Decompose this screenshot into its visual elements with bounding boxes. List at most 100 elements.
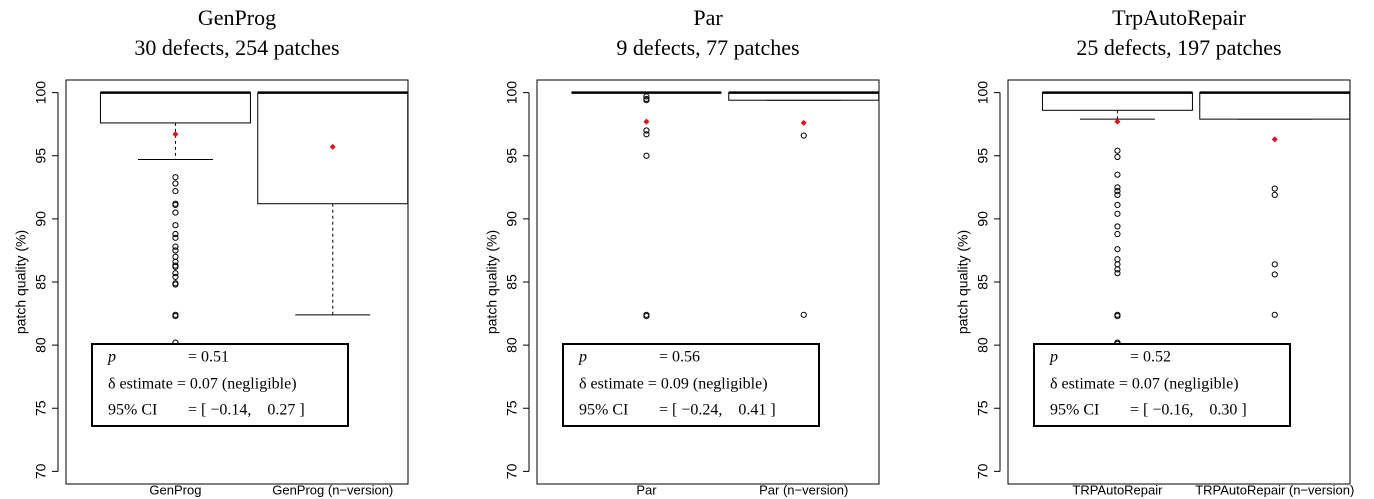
- x-tick-label: TRPAutoRepair: [1072, 482, 1163, 497]
- plot-frame: [1007, 79, 1351, 485]
- y-tick-label: 70: [33, 463, 49, 479]
- outlier: [172, 174, 179, 181]
- chart-subtitle: 9 defects, 77 patches: [616, 35, 799, 60]
- y-tick-label: 85: [33, 274, 49, 290]
- mean: [329, 143, 336, 150]
- panel: GenProg 30 defects, 254 patches patch qual…: [13, 5, 409, 497]
- outlier: [1114, 312, 1121, 320]
- stats-p-value: = 0.51: [188, 349, 229, 366]
- y-axis-label: patch quality (%): [13, 230, 29, 334]
- y-tick-label: 90: [504, 211, 520, 227]
- stats-ci-value: = [ −0.24, 0.41 ]: [659, 402, 776, 419]
- chart-subtitle: 25 defects, 197 patches: [1076, 35, 1281, 60]
- box: [1199, 92, 1351, 120]
- mean: [800, 119, 807, 126]
- y-tick-label: 100: [504, 81, 520, 105]
- stats-box: [562, 343, 820, 427]
- outlier: [1271, 185, 1278, 192]
- stats-box: [91, 343, 349, 427]
- stats-box: [1033, 343, 1291, 427]
- outlier: [1114, 147, 1121, 154]
- outlier: [172, 243, 179, 250]
- stats-delta: δ estimate = 0.07 (negligible): [108, 376, 297, 393]
- chart-title: GenProg: [198, 5, 276, 30]
- outlier: [172, 247, 179, 254]
- y-tick-label: 85: [975, 274, 991, 290]
- y-tick-label: 95: [33, 148, 49, 164]
- stats-p-value: = 0.52: [1130, 349, 1171, 366]
- outlier: [1271, 191, 1278, 198]
- box: [1041, 92, 1193, 111]
- outlier: [172, 209, 179, 216]
- stats-delta: δ estimate = 0.09 (negligible): [579, 376, 768, 393]
- outlier: [1114, 246, 1121, 253]
- panel: TrpAutoRepair 25 defects, 197 patches patc…: [955, 5, 1355, 497]
- x-tick-label: TRPAutoRepair (n−version): [1195, 482, 1354, 497]
- y-tick-label: 75: [33, 400, 49, 416]
- outlier: [172, 270, 179, 277]
- y-tick-label: 95: [975, 148, 991, 164]
- stats-p-label: p: [107, 349, 116, 366]
- y-tick-label: 100: [975, 81, 991, 105]
- stats-ci-label: 95% CI: [1050, 402, 1099, 419]
- outlier: [1114, 256, 1121, 263]
- y-tick-label: 80: [504, 337, 520, 353]
- box: [99, 92, 251, 124]
- y-tick-label: 95: [504, 148, 520, 164]
- x-tick-label: Par (n−version): [759, 482, 848, 497]
- outlier: [643, 93, 650, 100]
- y-tick-label: 70: [975, 463, 991, 479]
- stats-ci-label: 95% CI: [579, 402, 628, 419]
- mean: [1114, 118, 1121, 125]
- outlier: [1114, 184, 1121, 191]
- outlier: [800, 132, 807, 139]
- outlier: [1114, 171, 1121, 178]
- outlier: [172, 263, 179, 270]
- outlier: [643, 152, 650, 159]
- outlier: [800, 311, 807, 318]
- outlier: [1271, 261, 1278, 268]
- y-axis-label: patch quality (%): [484, 230, 500, 334]
- outlier: [172, 230, 179, 238]
- y-axis-label: patch quality (%): [955, 230, 971, 334]
- outlier: [643, 97, 650, 104]
- y-tick-label: 90: [33, 211, 49, 227]
- outlier: [172, 273, 179, 281]
- outlier: [643, 127, 650, 134]
- outlier: [1114, 153, 1121, 161]
- stats-p-label: p: [1049, 349, 1058, 366]
- outlier: [1114, 210, 1121, 217]
- outlier: [1114, 261, 1121, 268]
- y-tick-label: 70: [504, 463, 520, 479]
- outlier: [1271, 271, 1278, 278]
- outlier: [1114, 270, 1121, 277]
- stats-ci-value: = [ −0.14, 0.27 ]: [188, 402, 305, 419]
- outlier: [1271, 311, 1278, 318]
- stats-p-label: p: [578, 349, 587, 366]
- outlier: [172, 201, 179, 209]
- outlier: [172, 180, 179, 187]
- mean: [643, 118, 650, 125]
- y-tick-label: 75: [504, 400, 520, 416]
- outlier: [172, 234, 179, 241]
- outlier: [172, 281, 179, 288]
- x-tick-label: GenProg (n−version): [272, 482, 393, 497]
- stats-ci-value: = [ −0.16, 0.30 ]: [1130, 402, 1247, 419]
- plot-frame: [536, 79, 880, 485]
- outlier: [1114, 230, 1121, 238]
- outlier: [172, 253, 179, 260]
- y-tick-label: 75: [975, 400, 991, 416]
- outlier: [172, 188, 179, 195]
- outlier: [643, 312, 650, 320]
- outlier: [1114, 191, 1121, 198]
- x-tick-label: Par: [636, 482, 657, 497]
- y-tick-label: 80: [975, 337, 991, 353]
- y-tick-label: 90: [975, 211, 991, 227]
- stats-ci-label: 95% CI: [108, 402, 157, 419]
- y-tick-label: 80: [33, 337, 49, 353]
- outlier: [172, 312, 179, 320]
- chart-title: TrpAutoRepair: [1112, 5, 1246, 30]
- y-tick-label: 85: [504, 274, 520, 290]
- outlier: [172, 222, 179, 229]
